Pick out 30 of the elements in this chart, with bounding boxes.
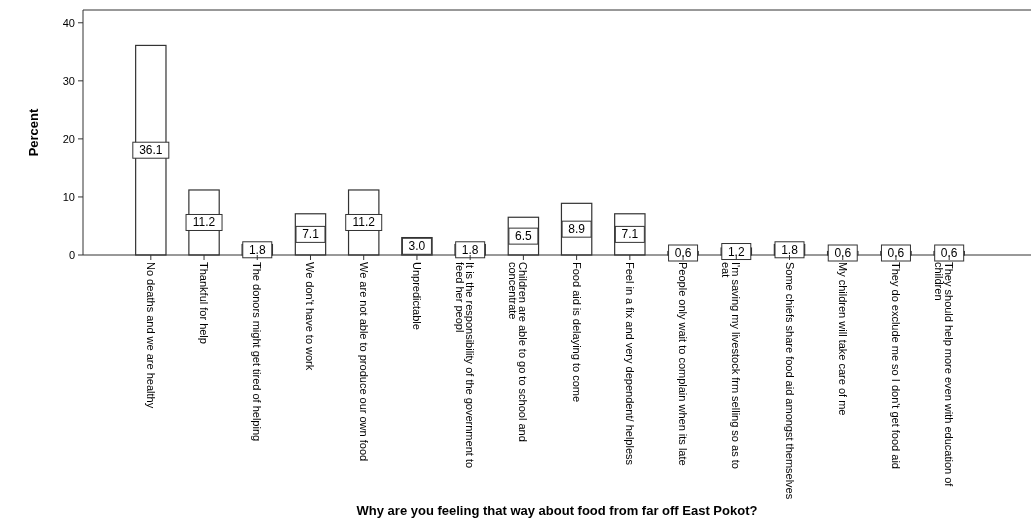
x-tick-label: We don't have to work (304, 262, 317, 371)
x-tick-label: It is the responsibility of the government to feed her peopl (454, 262, 477, 469)
data-label: 8.9 (568, 222, 586, 237)
data-label: 11.2 (192, 215, 216, 230)
x-tick-label: Thankful for help (198, 262, 211, 344)
x-tick-label: People only wait to complain when its late (677, 262, 690, 466)
x-tick-label: The donors might get tired of helping (251, 262, 264, 442)
data-label: 6.5 (515, 229, 533, 244)
data-label: 36.1 (139, 143, 163, 158)
data-label: 7.1 (302, 227, 320, 242)
x-tick-label: Feel in a fix and very dependent/ helpless (623, 262, 636, 466)
y-tick-label: 40 (62, 16, 75, 29)
x-tick-label: We are not able to produce our own food (357, 262, 370, 462)
x-tick-label: No deaths and we are healthy (144, 262, 157, 409)
data-label: 3.0 (408, 239, 426, 254)
y-tick-label: 30 (62, 74, 75, 87)
x-axis-title: Why are you feeling that way about food from far off East Pokot? (356, 503, 758, 518)
data-label: 7.1 (621, 227, 639, 242)
x-tick-label: Some chiefs share food aid amongst themselves (783, 262, 796, 500)
data-label: 11.2 (352, 215, 376, 230)
x-tick-label: I'm saving my livestock frm selling so as to eat (720, 262, 743, 469)
y-tick-label: 0 (68, 249, 75, 261)
y-tick-label: 20 (62, 132, 75, 145)
x-tick-label: Unpredictable (410, 262, 423, 330)
y-axis-title: Percent (26, 107, 41, 157)
y-tick-label: 10 (62, 190, 75, 203)
x-tick-label: My children will take care of me (836, 262, 849, 416)
x-tick-label: Food aid is delaying to come (570, 262, 583, 403)
x-tick-label: They do exclude me so I don't get food aid (889, 262, 902, 469)
x-tick-label: They should help more even with education of children (933, 262, 956, 488)
